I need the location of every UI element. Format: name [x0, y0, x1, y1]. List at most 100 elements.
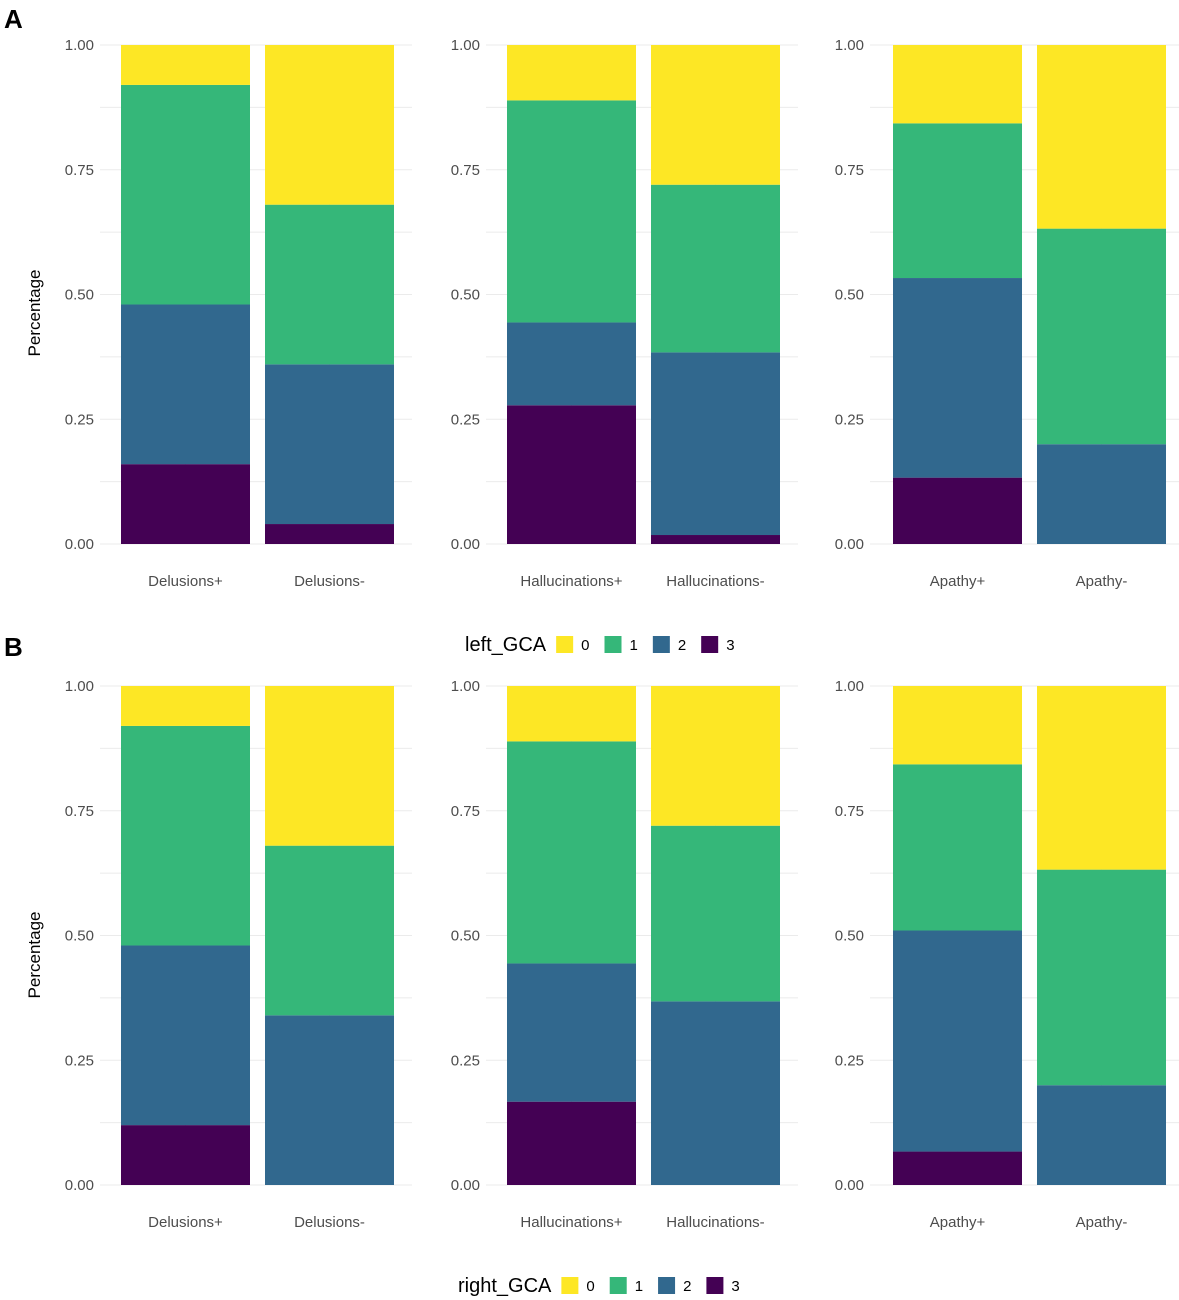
bar-segment-apathy-neg-gca-1 — [1037, 869, 1166, 1086]
y-tick-label: 0.00 — [65, 1177, 94, 1194]
x-tick-label: Apathy+ — [930, 573, 986, 590]
bar-segment-hallucinations-pos-gca-1 — [507, 741, 636, 964]
panel-a: A Percentage 0.00 0.25 0.50 0.75 1.00 Delusions… — [4, 4, 1179, 656]
y-tick-label: 0.00 — [65, 536, 94, 553]
panel-b: B Percentage 0.00 0.25 0.50 0.75 1.00 Delusions… — [4, 632, 1179, 1297]
legend-label-2: 2 — [678, 637, 686, 654]
y-tick-label: 1.00 — [835, 678, 864, 695]
legend-title: left_GCA — [465, 634, 547, 656]
y-tick-label: 0.25 — [835, 1052, 864, 1069]
y-tick-label: 0.00 — [835, 536, 864, 553]
facet-1: 0.00 0.25 0.50 0.75 1.00 Delusions+ Delusions- — [65, 678, 412, 1231]
x-tick-label: Apathy+ — [930, 1214, 986, 1231]
bar-segment-delusions-neg-gca-0 — [265, 45, 394, 205]
bar-segment-apathy-neg-gca-0 — [1037, 45, 1166, 229]
y-tick-label: 0.25 — [65, 1052, 94, 1069]
bar-segment-delusions-neg-gca-2 — [265, 1015, 394, 1185]
bar-segment-hallucinations-pos-gca-3 — [507, 405, 636, 544]
bar-segment-apathy-neg-gca-1 — [1037, 228, 1166, 445]
bar-segment-hallucinations-neg-gca-1 — [651, 825, 780, 1002]
bar-segment-apathy-pos-gca-2 — [893, 278, 1022, 478]
bar-segment-delusions-pos-gca-3 — [121, 464, 250, 544]
y-tick-label: 0.50 — [835, 287, 864, 304]
bar-segment-delusions-pos-gca-2 — [121, 945, 250, 1126]
bar-segment-delusions-pos-gca-1 — [121, 84, 250, 305]
bar-segment-delusions-neg-gca-0 — [265, 686, 394, 846]
legend-key-2 — [652, 636, 670, 653]
y-tick-label: 0.25 — [451, 1052, 480, 1069]
y-tick-label: 0.75 — [451, 803, 480, 820]
y-tick-label: 0.75 — [65, 162, 94, 179]
bar-segment-apathy-pos-gca-3 — [893, 477, 1022, 544]
bar-segment-delusions-neg-gca-1 — [265, 204, 394, 365]
y-tick-label: 0.50 — [835, 928, 864, 945]
bar-segment-apathy-pos-gca-0 — [893, 45, 1022, 124]
y-axis-title: Percentage — [25, 912, 44, 999]
bar-segment-delusions-neg-gca-3 — [265, 524, 394, 544]
y-tick-label: 0.25 — [65, 411, 94, 428]
bar-segment-hallucinations-neg-gca-1 — [651, 184, 780, 353]
bar-segment-apathy-pos-gca-2 — [893, 930, 1022, 1152]
bar-segment-hallucinations-pos-gca-3 — [507, 1101, 636, 1185]
legend-label-3: 3 — [726, 637, 734, 654]
y-tick-label: 0.75 — [65, 803, 94, 820]
y-tick-label: 0.50 — [451, 928, 480, 945]
bar-segment-apathy-neg-gca-0 — [1037, 686, 1166, 870]
bar-segment-apathy-pos-gca-3 — [893, 1151, 1022, 1185]
bar-segment-delusions-pos-gca-3 — [121, 1125, 250, 1185]
bar-segment-apathy-neg-gca-2 — [1037, 444, 1166, 544]
y-tick-label: 0.50 — [65, 287, 94, 304]
legend-label-3: 3 — [731, 1278, 739, 1295]
y-tick-label: 0.50 — [451, 287, 480, 304]
legend-key-1 — [604, 636, 622, 653]
legend-title: right_GCA — [458, 1275, 552, 1297]
bar-segment-hallucinations-neg-gca-0 — [651, 45, 780, 185]
legend-label-1: 1 — [630, 637, 638, 654]
bar-segment-apathy-pos-gca-1 — [893, 123, 1022, 279]
facet-2: 0.00 0.25 0.50 0.75 1.00 Hallucinations+ Hallu… — [451, 678, 798, 1231]
bar-segment-hallucinations-pos-gca-0 — [507, 686, 636, 742]
x-tick-label: Apathy- — [1076, 1214, 1128, 1231]
bar-segment-apathy-neg-gca-2 — [1037, 1085, 1166, 1185]
x-tick-label: Delusions+ — [148, 573, 223, 590]
legend-key-2 — [658, 1277, 676, 1294]
bar-segment-apathy-pos-gca-0 — [893, 686, 1022, 765]
legend-label-0: 0 — [581, 637, 589, 654]
y-tick-label: 0.00 — [451, 536, 480, 553]
legend-key-3 — [706, 1277, 724, 1294]
legend-label-0: 0 — [586, 1278, 594, 1295]
bar-segment-delusions-pos-gca-1 — [121, 725, 250, 946]
y-tick-label: 1.00 — [451, 37, 480, 54]
y-tick-label: 0.75 — [835, 162, 864, 179]
legend-label-1: 1 — [635, 1278, 643, 1295]
bar-segment-hallucinations-neg-gca-2 — [651, 352, 780, 536]
x-tick-label: Hallucinations- — [666, 1214, 764, 1231]
facet-3: 0.00 0.25 0.50 0.75 1.00 Apathy+ Apathy- — [835, 678, 1179, 1231]
facet-1: 0.00 0.25 0.50 0.75 1.00 Delusions+ Delusions- — [65, 37, 412, 590]
bar-segment-hallucinations-pos-gca-0 — [507, 45, 636, 101]
facet-2: 0.00 0.25 0.50 0.75 1.00 Hallucinations+ Hallu… — [451, 37, 798, 590]
x-tick-label: Hallucinations+ — [520, 1214, 622, 1231]
legend-key-0 — [561, 1277, 579, 1294]
bar-segment-delusions-neg-gca-2 — [265, 364, 394, 525]
x-tick-label: Delusions- — [294, 573, 365, 590]
bar-segment-hallucinations-pos-gca-2 — [507, 963, 636, 1102]
panel-label-a: A — [4, 4, 23, 34]
y-tick-label: 1.00 — [65, 37, 94, 54]
y-tick-label: 0.75 — [835, 803, 864, 820]
legend-key-0 — [556, 636, 574, 653]
bar-segment-hallucinations-neg-gca-2 — [651, 1001, 780, 1185]
facet-3: 0.00 0.25 0.50 0.75 1.00 Apathy+ Apathy- — [835, 37, 1179, 590]
bar-segment-hallucinations-neg-gca-3 — [651, 535, 780, 544]
bar-segment-hallucinations-pos-gca-2 — [507, 322, 636, 406]
legend-label-2: 2 — [683, 1278, 691, 1295]
y-tick-label: 1.00 — [835, 37, 864, 54]
y-tick-label: 1.00 — [65, 678, 94, 695]
bar-segment-hallucinations-pos-gca-1 — [507, 100, 636, 323]
y-tick-label: 0.25 — [835, 411, 864, 428]
bar-segment-hallucinations-neg-gca-0 — [651, 686, 780, 826]
bar-segment-delusions-pos-gca-0 — [121, 45, 250, 85]
panel-label-b: B — [4, 632, 23, 662]
y-tick-label: 0.25 — [451, 411, 480, 428]
